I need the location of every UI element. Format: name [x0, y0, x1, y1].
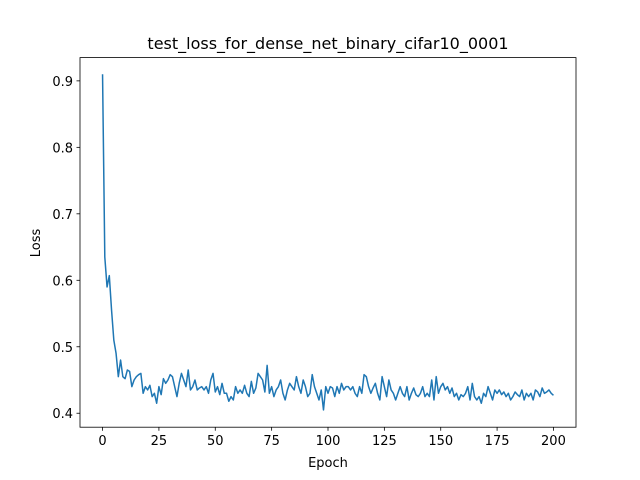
y-tick-label: 0.4 [52, 407, 73, 422]
y-tick-label: 0.6 [52, 274, 73, 289]
x-tick-label: 150 [428, 434, 453, 449]
x-tick-label: 200 [541, 434, 566, 449]
x-axis-label: Epoch [308, 456, 348, 471]
x-tick-label: 50 [207, 434, 224, 449]
x-tick-label: 75 [263, 434, 280, 449]
y-tick-label: 0.8 [52, 141, 73, 156]
y-tick-label: 0.7 [52, 208, 73, 223]
y-tick-label: 0.5 [52, 341, 73, 356]
x-tick-label: 25 [151, 434, 168, 449]
axes-frame [79, 57, 577, 428]
x-tick-label: 175 [485, 434, 510, 449]
x-tick-label: 125 [372, 434, 397, 449]
chart-title: test_loss_for_dense_net_binary_cifar10_0… [147, 34, 508, 54]
line-series [101, 74, 554, 411]
y-tick-label: 0.9 [52, 75, 73, 90]
x-tick-label: 0 [98, 434, 106, 449]
x-tick-label: 100 [316, 434, 341, 449]
y-axis-label: Loss [29, 229, 44, 258]
